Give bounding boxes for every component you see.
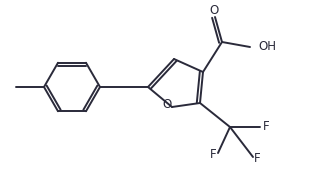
Text: OH: OH	[258, 40, 276, 54]
Text: F: F	[210, 149, 216, 162]
Text: O: O	[162, 99, 172, 111]
Text: O: O	[209, 4, 219, 16]
Text: F: F	[254, 152, 260, 166]
Text: F: F	[263, 120, 269, 132]
